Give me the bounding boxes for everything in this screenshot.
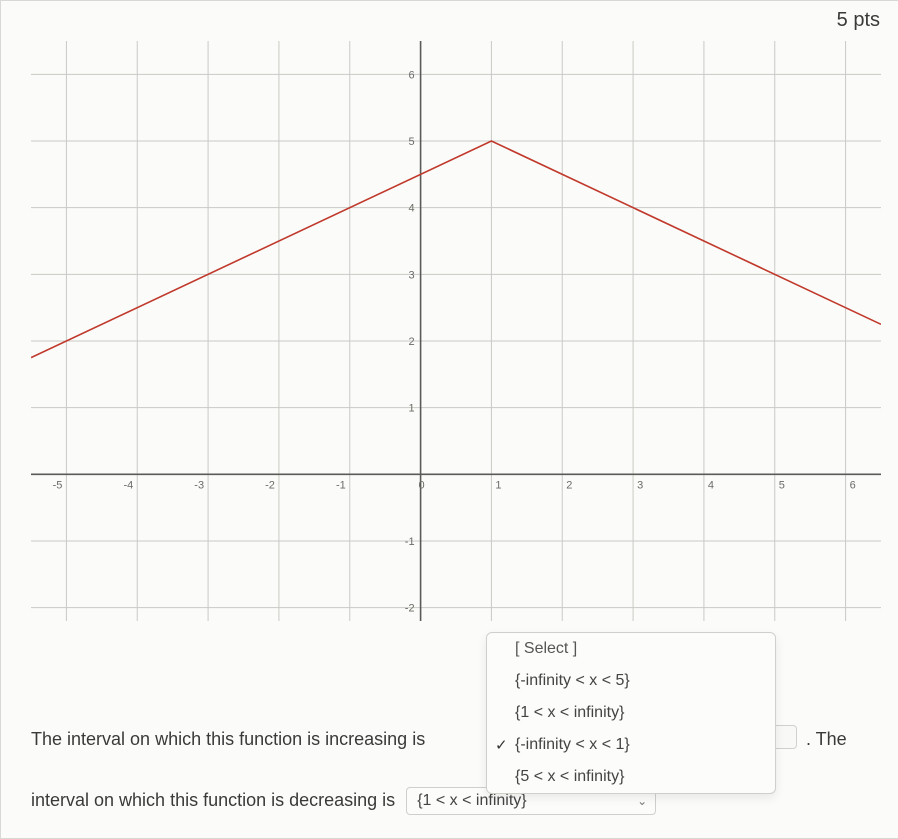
chart-svg: -5 -4 -3 -2 -1 0 1 2 3 4 5 6 -2 -1 1 2 3 4 5 6 (31, 41, 881, 621)
option-label: {1 < x < infinity} (515, 704, 624, 721)
decreasing-selected-value: {1 < x < infinity} (417, 792, 526, 809)
dropdown-placeholder[interactable]: [ Select ] (487, 633, 775, 665)
dropdown-option[interactable]: ✓ {-infinity < x < 1} (487, 729, 775, 761)
check-icon: ✓ (495, 736, 508, 754)
svg-text:0: 0 (418, 479, 424, 491)
dropdown-option[interactable]: {5 < x < infinity} (487, 761, 775, 793)
svg-text:3: 3 (408, 269, 414, 281)
svg-text:4: 4 (708, 479, 714, 491)
increasing-text: The interval on which this function is i… (31, 729, 425, 749)
dropdown-option[interactable]: {1 < x < infinity} (487, 697, 775, 729)
svg-text:1: 1 (408, 403, 414, 415)
svg-text:6: 6 (850, 479, 856, 491)
question-panel: 5 pts -5 -4 -3 -2 -1 0 1 2 3 4 5 6 -2 -1 1 2 3 4 5 6 [ Sele… (0, 0, 898, 839)
dropdown-option[interactable]: {-infinity < x < 5} (487, 665, 775, 697)
svg-text:-3: -3 (194, 479, 204, 491)
increasing-interval-dropdown[interactable]: [ Select ] {-infinity < x < 5} {1 < x < in… (486, 632, 776, 794)
points-label: 5 pts (837, 9, 880, 32)
option-label: {-infinity < x < 1} (515, 736, 630, 753)
svg-text:6: 6 (408, 69, 414, 81)
svg-text:4: 4 (408, 203, 414, 215)
option-label: {5 < x < infinity} (515, 768, 624, 785)
svg-text:1: 1 (495, 479, 501, 491)
increasing-sentence: The interval on which this function is i… (31, 729, 425, 750)
svg-text:-1: -1 (336, 479, 346, 491)
svg-text:-5: -5 (53, 479, 63, 491)
svg-text:2: 2 (566, 479, 572, 491)
svg-text:-2: -2 (405, 603, 415, 615)
svg-text:5: 5 (779, 479, 785, 491)
sentence-tail: . The (806, 729, 847, 750)
chevron-down-icon: ⌄ (637, 794, 647, 808)
svg-text:5: 5 (408, 136, 414, 148)
svg-text:-1: -1 (405, 536, 415, 548)
option-label: {-infinity < x < 5} (515, 672, 630, 689)
svg-text:-2: -2 (265, 479, 275, 491)
decreasing-text: interval on which this function is decre… (31, 790, 395, 810)
svg-text:2: 2 (408, 336, 414, 348)
svg-text:-4: -4 (123, 479, 133, 491)
svg-text:3: 3 (637, 479, 643, 491)
function-chart: -5 -4 -3 -2 -1 0 1 2 3 4 5 6 -2 -1 1 2 3 4 5 6 (31, 41, 881, 621)
